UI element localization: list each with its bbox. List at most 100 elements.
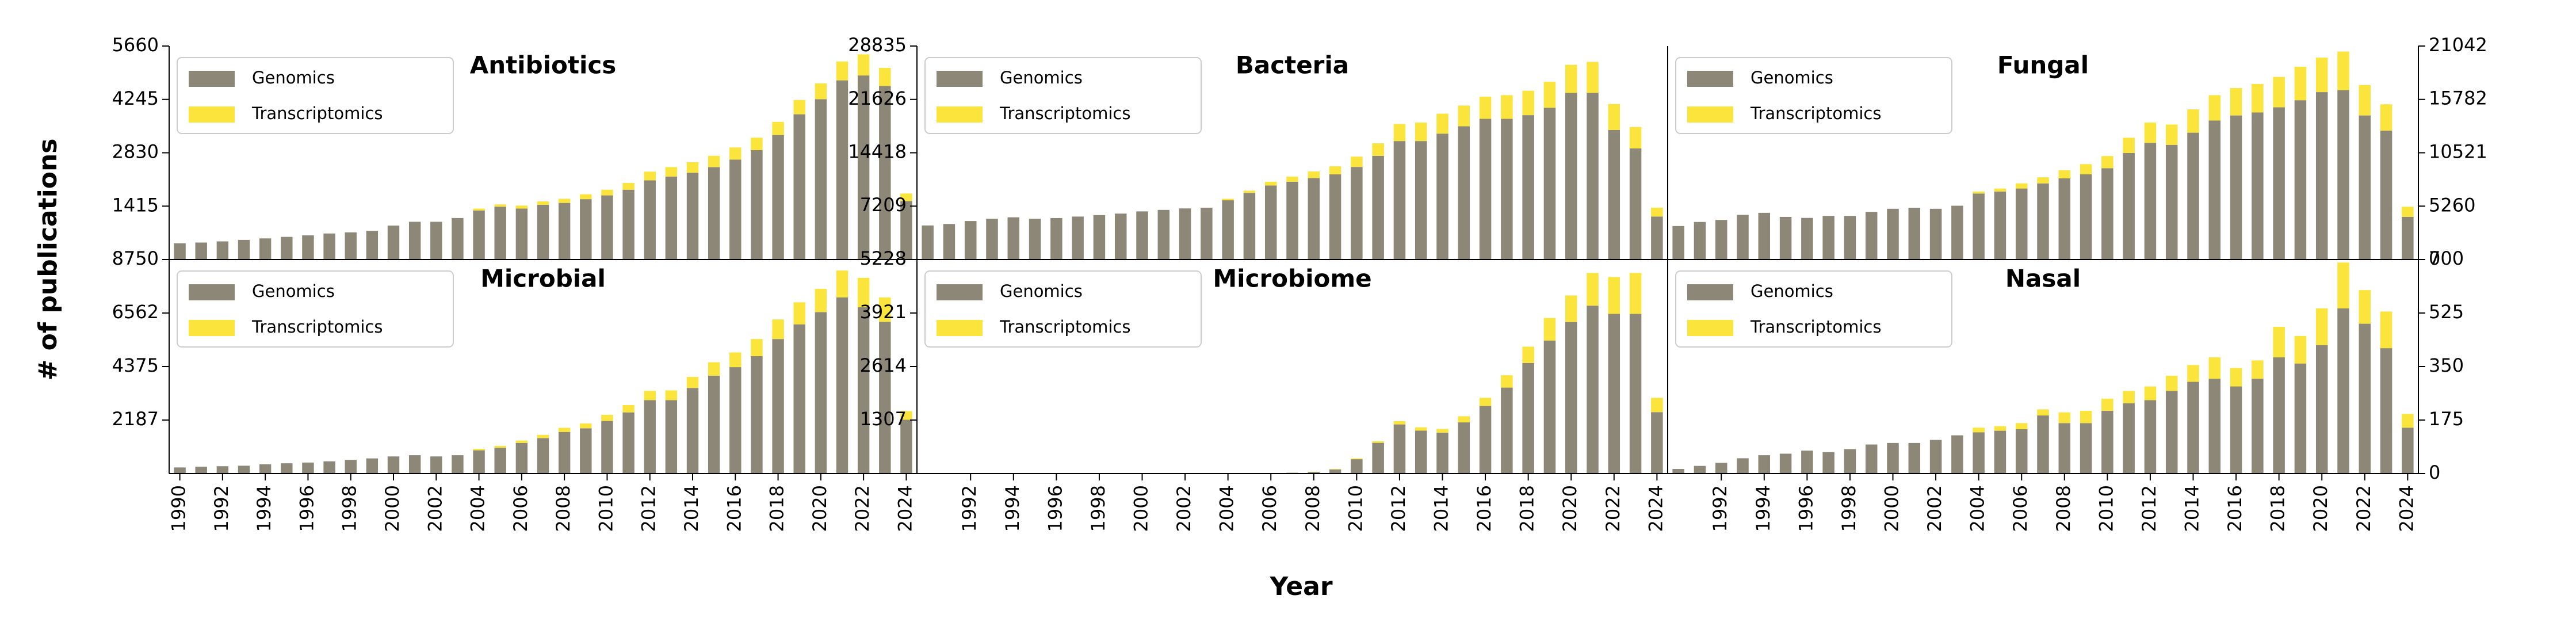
legend-box <box>177 57 454 134</box>
bar-segment <box>1565 93 1577 260</box>
bar-segment <box>943 224 956 260</box>
bar-segment <box>1758 212 1771 260</box>
bar-segment <box>772 121 784 135</box>
bar-segment <box>238 466 250 474</box>
y-tick-label: 21042 <box>2429 34 2487 56</box>
bar-segment <box>1264 185 1277 260</box>
y-tick-label: 2187 <box>112 408 159 430</box>
bar-segment <box>1865 444 1878 474</box>
y-tick-label: 15782 <box>2429 87 2487 109</box>
bar-segment <box>2123 391 2135 403</box>
bar-segment <box>2101 156 2113 169</box>
bar-segment <box>1565 322 1577 474</box>
bar-segment <box>473 208 485 211</box>
bar-segment <box>1329 166 1341 175</box>
bar-segment <box>1543 318 1556 341</box>
bar-segment <box>494 448 506 474</box>
bar-segment <box>2337 90 2349 260</box>
bar-segment <box>1436 429 1448 433</box>
bar-segment <box>2080 164 2092 174</box>
x-tick-label: 2010 <box>2095 485 2117 532</box>
panel: 1307 2614 3921 5228 1992 1994 1996 1998 2000 2002… <box>860 247 1668 532</box>
y-tick-label: 525 <box>2429 301 2464 323</box>
bar-segment <box>216 241 229 260</box>
x-tick-label: 2000 <box>381 485 403 532</box>
x-tick-label: 2016 <box>2224 485 2246 532</box>
bar-segment <box>1629 127 1642 149</box>
bar-segment <box>1951 435 1963 474</box>
legend-box <box>1675 57 1952 134</box>
bar-segment <box>836 297 849 474</box>
bar-segment <box>1522 363 1534 474</box>
bar-segment <box>2165 124 2178 145</box>
bar-segment <box>174 243 186 260</box>
bar-segment <box>836 61 849 81</box>
bar-segment <box>729 147 742 160</box>
x-tick-label: 2018 <box>1516 485 1538 532</box>
bar-segment <box>857 75 870 260</box>
x-tick-label: 2012 <box>2138 485 2160 532</box>
bar-segment <box>580 199 592 260</box>
bar-segment <box>1694 222 1706 260</box>
bar-segment <box>2359 115 2371 260</box>
bar-segment <box>345 460 357 474</box>
bar-segment <box>2037 415 2049 474</box>
bar-segment <box>622 182 635 190</box>
bar-segment <box>686 173 699 260</box>
bar-segment <box>644 171 656 181</box>
bar-segment <box>2208 357 2221 379</box>
bar-segment <box>1608 314 1620 474</box>
bar-segment <box>729 367 742 474</box>
legend-label: Genomics <box>1000 281 1083 301</box>
bar-segment <box>1179 208 1191 260</box>
bar-segment <box>601 414 613 421</box>
x-tick-label: 2012 <box>638 485 660 532</box>
legend-label: Transcriptomics <box>999 317 1130 337</box>
legend-label: Transcriptomics <box>251 104 383 123</box>
bar-segment <box>452 455 464 474</box>
bar-segment <box>1587 273 1599 306</box>
bar-segment <box>494 207 506 260</box>
bar-segment <box>430 456 442 474</box>
bar-segment <box>1844 216 1856 260</box>
bar-segment <box>1050 218 1062 260</box>
bar-segment <box>2015 423 2028 429</box>
bar-segment <box>622 405 635 413</box>
x-tick-label: 1998 <box>1087 485 1109 532</box>
bar-segment <box>2123 152 2135 260</box>
bar-segment <box>1951 205 1963 260</box>
x-tick-label: 2024 <box>894 485 916 532</box>
bar-segment <box>537 438 549 474</box>
legend-swatch <box>189 320 235 336</box>
bar-segment <box>1672 226 1684 260</box>
bar-segment <box>708 167 720 260</box>
bar-segment <box>558 199 571 203</box>
bar-segment <box>964 221 977 260</box>
x-tick-label: 2008 <box>1302 485 1324 532</box>
bar-segment <box>2294 100 2307 260</box>
bar-segment <box>1629 148 1642 260</box>
x-tick-label: 1998 <box>339 485 361 532</box>
legend-swatch <box>1687 106 1733 123</box>
bar-segment <box>1351 167 1363 260</box>
bar-segment <box>2123 403 2135 474</box>
bar-segment <box>473 449 485 451</box>
bar-segment <box>2380 311 2392 349</box>
bar-segment <box>2187 381 2199 474</box>
bar-segment <box>323 233 335 260</box>
bar-segment <box>2337 262 2349 309</box>
bar-segment <box>665 176 678 260</box>
bar-segment <box>558 432 571 474</box>
x-tick-label: 2000 <box>1130 485 1152 532</box>
bar-segment <box>1458 422 1470 474</box>
panel: 0 175 350 525 700 1992 1994 1996 1998 2000 2002 200… <box>1667 247 2464 532</box>
x-tick-label: 2022 <box>851 485 873 532</box>
bar-segment <box>1479 406 1492 474</box>
legend-swatch <box>937 284 983 300</box>
y-tick-label: 2614 <box>860 354 907 376</box>
bar-segment <box>452 218 464 260</box>
bar-segment <box>2080 423 2092 474</box>
bar-segment <box>558 203 571 260</box>
panel-title: Bacteria <box>1236 51 1349 79</box>
y-tick-label: 5660 <box>112 34 159 56</box>
